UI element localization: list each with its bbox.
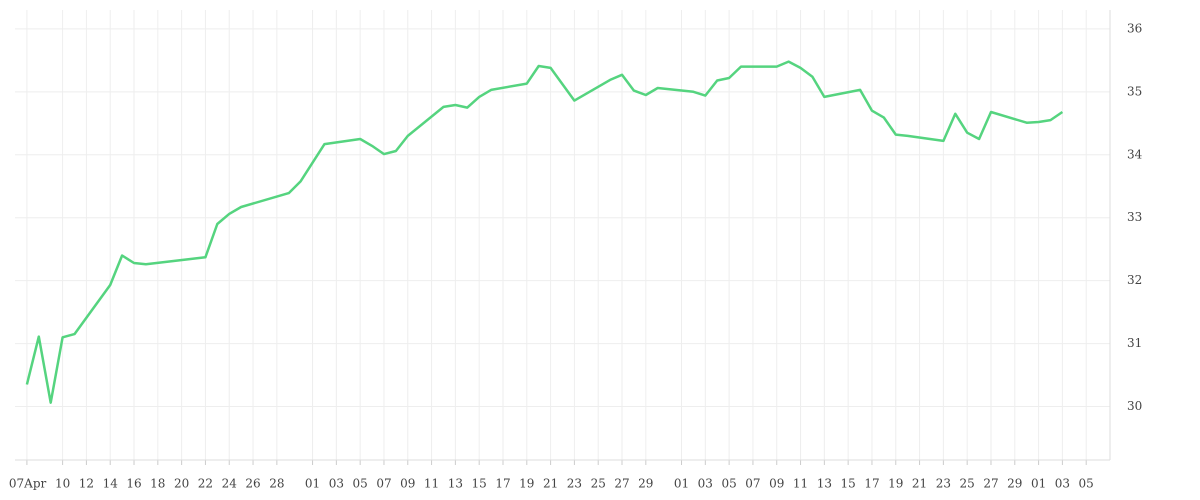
- x-tick-label: 05: [353, 477, 368, 491]
- x-tick-label: 03: [1055, 477, 1070, 491]
- x-tick-label: 01: [305, 477, 320, 491]
- x-tick-label: 09: [769, 477, 784, 491]
- x-tick-label: 19: [519, 477, 534, 491]
- x-tick-label: 13: [448, 477, 463, 491]
- y-tick-label: 33: [1127, 210, 1142, 224]
- x-tick-label: 20: [174, 477, 189, 491]
- x-tick-label: 29: [638, 477, 653, 491]
- x-tick-label: 03: [698, 477, 713, 491]
- x-tick-label: 03: [329, 477, 344, 491]
- x-tick-label: 07Apr: [9, 477, 47, 491]
- x-tick-label: 23: [567, 477, 582, 491]
- y-tick-label: 30: [1127, 399, 1142, 413]
- x-tick-label: 05: [721, 477, 736, 491]
- x-tick-label: 11: [793, 477, 808, 491]
- x-tick-label: 18: [150, 477, 165, 491]
- x-tick-label: 16: [126, 477, 141, 491]
- x-tick-label: 07: [745, 477, 760, 491]
- x-tick-label: 23: [936, 477, 951, 491]
- x-tick-label: 17: [495, 477, 510, 491]
- x-tick-label: 15: [841, 477, 856, 491]
- x-tick-label: 13: [817, 477, 832, 491]
- x-tick-label: 21: [543, 477, 558, 491]
- x-tick-label: 11: [424, 477, 439, 491]
- x-tick-label: 09: [400, 477, 415, 491]
- x-tick-label: 14: [103, 477, 119, 491]
- x-tick-label: 27: [983, 477, 998, 491]
- y-tick-label: 31: [1127, 336, 1142, 350]
- x-tick-label: 10: [55, 477, 70, 491]
- x-tick-label: 25: [960, 477, 975, 491]
- x-tick-label: 21: [912, 477, 927, 491]
- x-tick-label: 22: [198, 477, 213, 491]
- y-tick-label: 32: [1127, 273, 1142, 287]
- y-tick-label: 36: [1127, 21, 1142, 35]
- x-tick-label: 15: [472, 477, 487, 491]
- x-tick-label: 29: [1007, 477, 1022, 491]
- x-tick-label: 25: [591, 477, 606, 491]
- y-tick-label: 34: [1127, 147, 1143, 161]
- x-tick-label: 12: [79, 477, 94, 491]
- x-tick-label: 28: [269, 477, 284, 491]
- x-tick-label: 26: [245, 477, 260, 491]
- x-tick-label: 05: [1079, 477, 1094, 491]
- x-tick-label: 27: [614, 477, 629, 491]
- x-tick-label: 24: [222, 477, 238, 491]
- x-tick-label: 01: [674, 477, 689, 491]
- x-tick-label: 17: [864, 477, 879, 491]
- x-tick-label: 19: [888, 477, 903, 491]
- price-line: [25, 60, 1064, 404]
- x-tick-label: 07: [376, 477, 391, 491]
- x-tick-label: 01: [1031, 477, 1046, 491]
- y-tick-label: 35: [1127, 84, 1142, 98]
